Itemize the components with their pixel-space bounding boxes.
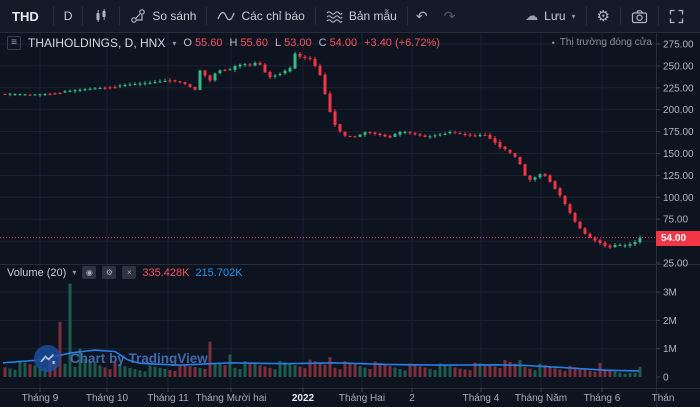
- high-label: H: [229, 37, 238, 49]
- market-closed-dot-icon: •: [551, 37, 555, 48]
- svg-text:Tháng 4: Tháng 4: [463, 393, 500, 404]
- svg-text:Tháng 11: Tháng 11: [147, 393, 189, 404]
- svg-text:2: 2: [409, 393, 415, 404]
- redo-button[interactable]: ↷: [443, 7, 456, 24]
- undo-button[interactable]: ↶: [415, 7, 428, 24]
- indicators-button[interactable]: Các chỉ báo: [207, 0, 314, 33]
- svg-text:225.00: 225.00: [663, 83, 694, 94]
- interval-button[interactable]: D: [63, 9, 73, 23]
- svg-text:Tháng Năm: Tháng Năm: [515, 393, 567, 404]
- close-label: C: [318, 37, 327, 49]
- svg-text:Tháng 6: Tháng 6: [584, 393, 621, 404]
- camera-icon: [631, 9, 648, 24]
- templates-label: Bản mẫu: [348, 9, 397, 23]
- chart-style-button[interactable]: [83, 0, 119, 33]
- cloud-icon: ☁: [525, 8, 539, 23]
- open-label: O: [183, 37, 192, 49]
- fullscreen-icon: [669, 9, 684, 24]
- candlestick-icon: [93, 8, 109, 24]
- close-value: 54.00: [329, 37, 358, 49]
- eye-icon[interactable]: ◉: [82, 266, 97, 279]
- chevron-down-icon[interactable]: ▾: [172, 38, 177, 48]
- svg-text:25.00: 25.00: [663, 259, 688, 270]
- volume-legend-title[interactable]: Volume (20): [7, 266, 67, 279]
- svg-text:Tháng Hai: Tháng Hai: [339, 393, 385, 404]
- ohlc-high: H 55.60: [229, 37, 267, 49]
- low-label: L: [274, 37, 282, 49]
- open-value: 55.60: [194, 37, 223, 49]
- svg-text:275.00: 275.00: [663, 40, 694, 51]
- save-button[interactable]: ☁ Lưu ▾: [515, 0, 585, 33]
- time-axis[interactable]: [0, 388, 656, 407]
- svg-text:Tháng 10: Tháng 10: [86, 393, 129, 404]
- watermark-text: Chart by TradingView: [70, 351, 208, 366]
- compare-label: So sánh: [152, 9, 197, 23]
- indicators-icon: [217, 9, 236, 23]
- ohlc-low: L 53.00: [275, 37, 312, 49]
- svg-text:3M: 3M: [663, 288, 677, 299]
- toolbar-separator: [206, 7, 208, 25]
- svg-text:0: 0: [663, 373, 669, 384]
- close-icon[interactable]: ×: [122, 266, 137, 279]
- toolbar-separator: [82, 7, 84, 25]
- chevron-down-icon: ▾: [571, 11, 576, 21]
- compare-button[interactable]: So sánh: [120, 0, 206, 33]
- templates-icon: [326, 9, 343, 23]
- svg-text:2022: 2022: [292, 393, 315, 404]
- last-price-badge: 54.00: [656, 231, 700, 246]
- low-value: 53.00: [284, 37, 312, 49]
- svg-text:125.00: 125.00: [663, 171, 694, 182]
- legend-menu-icon[interactable]: ≡: [7, 36, 21, 50]
- toolbar-separator: [658, 7, 659, 25]
- snapshot-button[interactable]: [621, 0, 658, 33]
- volume-ma-value: 215.702K: [195, 266, 243, 279]
- market-status: • Thị trường đóng cửa: [552, 37, 652, 48]
- fullscreen-button[interactable]: [659, 0, 694, 33]
- svg-text:1M: 1M: [663, 344, 677, 355]
- svg-text:250.00: 250.00: [663, 61, 694, 72]
- change-value: +3.40 (+6.72%): [364, 37, 440, 49]
- toolbar-separator: [52, 7, 54, 25]
- ohlc-open: O 55.60: [183, 37, 222, 49]
- chevron-down-icon[interactable]: ▾: [72, 268, 77, 277]
- svg-text:Tháng Mười hai: Tháng Mười hai: [195, 393, 266, 404]
- price-axis[interactable]: [656, 33, 700, 388]
- symbol-legend: ≡ THAIHOLDINGS, D, HNX ▾ O 55.60 H 55.60…: [7, 36, 440, 50]
- volume-value: 335.428K: [142, 266, 190, 279]
- settings-button[interactable]: ⚙: [587, 0, 620, 33]
- volume-legend: Volume (20) ▾ ◉ ⚙ × 335.428K 215.702K: [7, 266, 243, 279]
- toolbar-separator: [585, 7, 587, 25]
- tradingview-watermark[interactable]: Chart by TradingView: [34, 345, 208, 372]
- gear-icon: ⚙: [596, 8, 610, 25]
- templates-button[interactable]: Bản mẫu: [316, 0, 407, 33]
- svg-text:150.00: 150.00: [663, 149, 694, 160]
- svg-text:75.00: 75.00: [663, 215, 688, 226]
- gear-icon[interactable]: ⚙: [102, 266, 117, 279]
- toolbar-separator: [119, 7, 121, 25]
- toolbar-separator: [620, 7, 621, 25]
- svg-text:2M: 2M: [663, 316, 677, 327]
- market-status-label: Thị trường đóng cửa: [559, 37, 652, 48]
- toolbar-separator: [406, 7, 408, 25]
- indicators-label: Các chỉ báo: [241, 9, 305, 23]
- tradingview-logo-icon: [34, 345, 61, 372]
- high-value: 55.60: [240, 37, 268, 49]
- symbol-button[interactable]: THD: [12, 8, 39, 24]
- svg-text:Tháng 9: Tháng 9: [22, 393, 59, 404]
- ohlc-close: C 54.00: [319, 37, 357, 49]
- svg-text:175.00: 175.00: [663, 127, 694, 138]
- svg-text:Thán: Thán: [652, 393, 675, 404]
- compare-icon: [130, 8, 146, 24]
- svg-text:100.00: 100.00: [663, 193, 694, 204]
- toolbar-separator: [314, 7, 316, 25]
- svg-text:200.00: 200.00: [663, 105, 694, 116]
- legend-symbol-title[interactable]: THAIHOLDINGS, D, HNX: [28, 36, 166, 50]
- top-toolbar: THD D So sánh Các chỉ báo: [0, 0, 700, 33]
- save-label: Lưu: [544, 9, 566, 23]
